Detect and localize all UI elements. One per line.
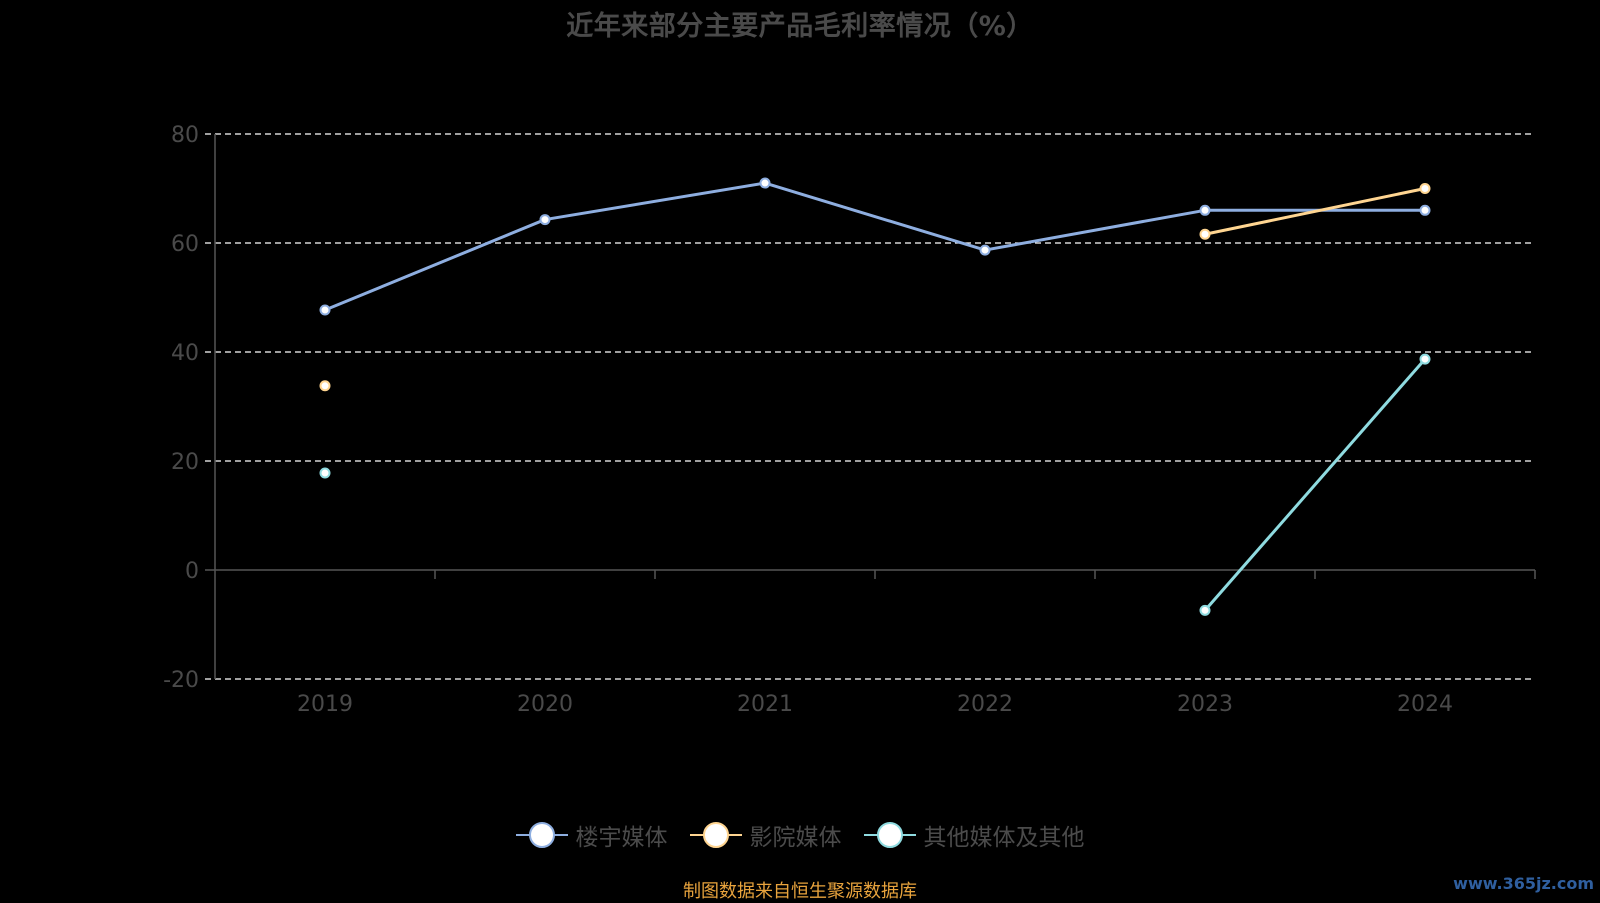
data-point xyxy=(759,177,771,189)
x-tick-label: 2021 xyxy=(737,692,793,717)
x-tick-label: 2023 xyxy=(1177,692,1233,717)
data-point xyxy=(539,214,551,226)
watermark: www.365jz.com xyxy=(1453,874,1594,893)
line-chart: -20 0 20 40 60 80 2019 2020 2021 2022 2023 2024 xyxy=(163,123,1536,717)
axes: -20 0 20 40 60 80 2019 2020 2021 2022 2023 2024 xyxy=(163,123,1536,717)
data-points xyxy=(319,177,1431,616)
legend-swatch-icon xyxy=(863,822,916,848)
y-tick-label: -20 xyxy=(163,668,199,693)
x-tick-label: 2022 xyxy=(957,692,1013,717)
series-line xyxy=(324,181,1425,312)
legend-item[interactable]: 影院媒体 xyxy=(689,818,842,852)
data-point xyxy=(1419,183,1431,194)
data-point xyxy=(1199,604,1211,616)
legend: 楼宇媒体 影院媒体 其他媒体及其他 xyxy=(0,818,1600,852)
source-note: 制图数据来自恒生聚源数据库 xyxy=(683,881,917,902)
data-point xyxy=(319,380,331,392)
series-lines xyxy=(324,181,1427,612)
y-tick-label: 80 xyxy=(171,123,199,148)
data-point xyxy=(1199,228,1211,240)
legend-item[interactable]: 楼宇媒体 xyxy=(515,818,668,852)
data-point xyxy=(1419,204,1431,216)
legend-swatch-icon xyxy=(515,822,568,848)
y-tick-label: 60 xyxy=(171,232,199,257)
x-tick-label: 2024 xyxy=(1397,692,1453,717)
legend-label: 楼宇媒体 xyxy=(575,825,668,851)
y-tick-label: 40 xyxy=(171,341,199,366)
y-tick-label: 20 xyxy=(171,450,199,475)
data-point xyxy=(1199,204,1211,216)
data-point xyxy=(319,467,331,479)
series-line xyxy=(1204,187,1426,236)
x-tick-label: 2019 xyxy=(297,692,353,717)
series-line xyxy=(1203,358,1427,612)
data-point xyxy=(979,244,991,256)
data-point xyxy=(319,304,331,316)
chart-title: 近年来部分主要产品毛利率情况（%） xyxy=(566,11,1034,42)
y-tick-label: 0 xyxy=(185,559,199,584)
data-point xyxy=(1419,353,1431,365)
grid-lines xyxy=(205,133,1535,680)
legend-label: 其他媒体及其他 xyxy=(923,825,1085,851)
legend-label: 影院媒体 xyxy=(749,825,842,851)
legend-swatch-icon xyxy=(689,822,742,848)
legend-item[interactable]: 其他媒体及其他 xyxy=(863,818,1085,852)
x-tick-label: 2020 xyxy=(517,692,573,717)
